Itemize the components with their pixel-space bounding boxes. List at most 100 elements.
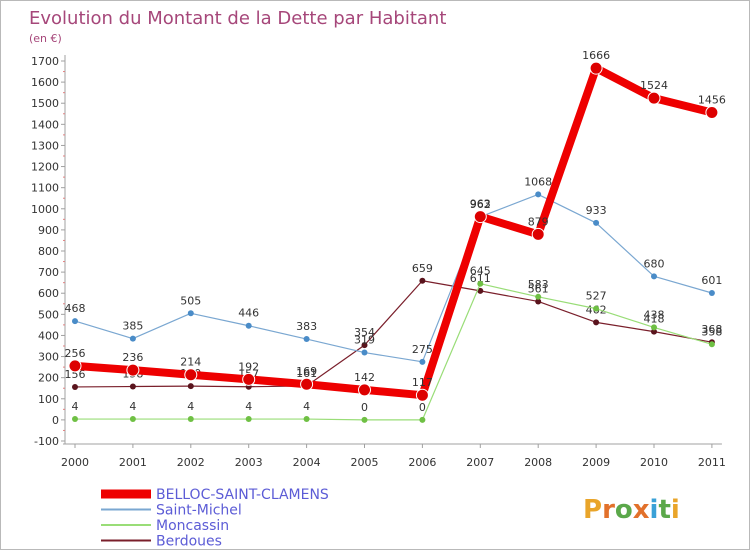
data-label: 156 [65, 368, 86, 381]
data-point [129, 416, 136, 423]
series-berdoues: 156158160157161354659611561462418368 [65, 262, 722, 390]
data-label: 319 [354, 334, 375, 347]
data-point [708, 290, 715, 297]
data-label: 1524 [640, 79, 668, 92]
y-tick-label: 1600 [31, 76, 59, 89]
data-label: 4 [72, 400, 79, 413]
x-tick-label: 2006 [408, 456, 436, 469]
data-point [708, 341, 715, 348]
data-point [361, 342, 368, 349]
data-label: 601 [701, 274, 722, 287]
proxiti-logo-text: Proxiti [583, 495, 680, 525]
y-tick-label: 0 [52, 414, 59, 427]
data-label: 368 [701, 323, 722, 336]
data-label: 358 [701, 325, 722, 338]
data-label: 583 [528, 278, 549, 291]
data-label: 505 [180, 294, 201, 307]
data-point [419, 277, 426, 284]
legend-label: BELLOC-SAINT-CLAMENS [156, 487, 329, 503]
data-label: 169 [296, 365, 317, 378]
legend-label: Moncassin [156, 518, 229, 534]
series-layer: 1561581601571613546596115614624183684444… [65, 49, 726, 423]
data-point [531, 227, 545, 241]
data-point [651, 324, 657, 331]
y-tick-label: 900 [38, 224, 59, 237]
data-point [593, 219, 600, 226]
legend: BELLOC-SAINT-CLAMENSSaint-MichelMoncassi… [101, 487, 329, 550]
data-point [245, 416, 252, 423]
data-label: 4 [187, 400, 194, 413]
data-point [245, 322, 252, 329]
data-point [129, 335, 136, 342]
data-label: 192 [238, 360, 259, 373]
y-tick-label: 800 [38, 245, 59, 258]
data-point [303, 336, 310, 343]
data-point [184, 368, 198, 382]
y-tick-label: 500 [38, 308, 59, 321]
data-point [593, 319, 600, 326]
data-label: 4 [245, 400, 252, 413]
y-tick-label: 1500 [31, 97, 59, 110]
y-tick-label: 200 [38, 372, 59, 385]
data-label: 879 [528, 215, 549, 228]
data-label: 418 [644, 313, 665, 326]
axes: -100010020030040050060070080090010001100… [31, 55, 726, 469]
x-tick-label: 2001 [119, 456, 147, 469]
y-tick-label: 700 [38, 266, 59, 279]
series-moncassin: 4 4 4 4 4 0 0 645 583 527 438 358 [72, 265, 722, 423]
data-label: 1068 [524, 175, 552, 188]
data-point [303, 416, 310, 423]
y-tick-label: 400 [38, 329, 59, 342]
data-point [242, 372, 256, 386]
series-line [71, 64, 716, 400]
data-label: 275 [412, 343, 433, 356]
data-label: 142 [354, 371, 375, 384]
data-point [72, 318, 78, 325]
data-point [415, 388, 429, 402]
x-tick-label: 2003 [235, 456, 263, 469]
data-point [535, 191, 542, 198]
chart-title: Evolution du Montant de la Dette par Hab… [29, 8, 446, 29]
data-point [535, 293, 542, 300]
data-point [361, 349, 368, 356]
data-point [126, 363, 140, 377]
x-tick-label: 2010 [640, 456, 668, 469]
x-tick-label: 2005 [351, 456, 379, 469]
y-tick-label: 1000 [31, 203, 59, 216]
data-label: 117 [412, 376, 433, 389]
data-point [300, 377, 314, 391]
data-point [593, 305, 600, 312]
x-tick-label: 2007 [466, 456, 494, 469]
data-point [72, 383, 78, 390]
data-label: 0 [419, 401, 426, 414]
data-label: 1666 [582, 49, 610, 62]
data-label: 4 [129, 400, 136, 413]
x-tick-label: 2009 [582, 456, 610, 469]
data-label: 438 [644, 308, 665, 321]
data-label: 354 [354, 326, 375, 339]
data-point [358, 383, 371, 397]
data-point [705, 106, 719, 120]
y-tick-label: -100 [34, 435, 59, 448]
data-label: 962 [470, 198, 491, 211]
data-label: 256 [65, 347, 86, 360]
data-point [129, 383, 136, 390]
y-tick-label: 600 [38, 287, 59, 300]
data-point [187, 383, 194, 390]
data-point [419, 358, 426, 365]
data-point [651, 328, 657, 335]
data-point [589, 61, 603, 75]
data-point [187, 416, 194, 423]
data-point [651, 273, 657, 280]
data-label: 963 [470, 198, 491, 211]
data-point [647, 91, 661, 105]
x-tick-label: 2011 [698, 456, 726, 469]
y-tick-label: 1100 [31, 182, 59, 195]
data-label: 527 [586, 290, 607, 303]
data-label: 659 [412, 262, 433, 275]
x-tick-label: 2004 [293, 456, 321, 469]
y-tick-label: 300 [38, 351, 59, 364]
data-label: 385 [122, 320, 143, 333]
